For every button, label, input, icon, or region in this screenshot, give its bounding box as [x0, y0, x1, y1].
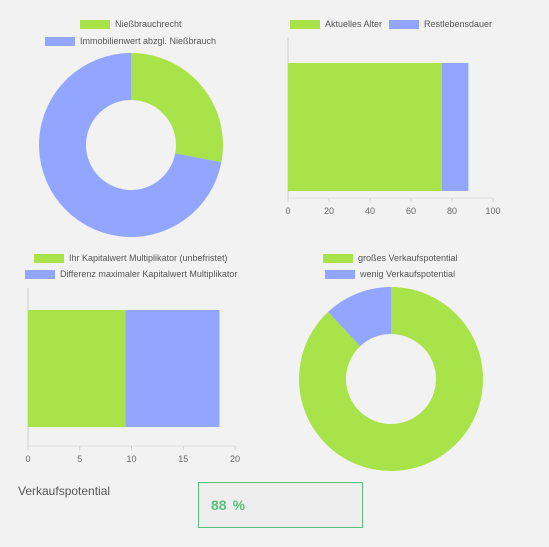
legend-item-aktuelles-alter[interactable]: Aktuelles Alter: [290, 19, 382, 29]
bar-segment[interactable]: [125, 310, 220, 427]
legend-item-differenz[interactable]: Differenz maximaler Kapitalwert Multipli…: [25, 269, 237, 279]
legend-label: Immobilienwert abzgl. Nießbrauch: [80, 36, 217, 46]
doughnut-slice[interactable]: [328, 287, 391, 347]
x-tick-label: 100: [485, 206, 500, 216]
doughnut-slice[interactable]: [38, 53, 222, 237]
legend-label: Ihr Kapitalwert Multiplikator (unbefrist…: [69, 253, 228, 263]
legend-label: Differenz maximaler Kapitalwert Multipli…: [60, 269, 238, 279]
legend-label: Restlebensdauer: [424, 19, 493, 29]
legend-item-grosses[interactable]: großes Verkaufspotential: [323, 253, 458, 263]
legend-swatch-green: [290, 19, 320, 29]
verkaufspotential-caption: Verkaufspotential: [18, 484, 111, 498]
result-unit: %: [232, 497, 246, 513]
legend-swatch-green: [80, 19, 110, 29]
doughnut-slice[interactable]: [299, 287, 483, 471]
x-tick-label: 40: [365, 206, 375, 216]
legend-swatch-blue: [25, 269, 55, 279]
x-tick-label: 0: [25, 454, 30, 464]
x-tick-label: 10: [126, 454, 136, 464]
legend-item-restlebensdauer[interactable]: Restlebensdauer: [389, 19, 492, 29]
legend-swatch-blue: [45, 36, 75, 46]
bar-chart-2: 0 5 10 15 20: [25, 288, 240, 464]
bar-segment[interactable]: [288, 63, 442, 191]
bar-chart-1: 0 20 40 60 80 100: [285, 38, 501, 216]
doughnut-slice[interactable]: [131, 53, 224, 163]
legend-item-wenig[interactable]: wenig Verkaufspotential: [325, 269, 455, 279]
legend-item-immobilienwert[interactable]: Immobilienwert abzgl. Nießbrauch: [45, 36, 216, 46]
x-tick-label: 0: [285, 206, 290, 216]
x-tick-label: 80: [447, 206, 457, 216]
doughnut-chart-2: [299, 287, 483, 471]
legend-item-kapitalwert[interactable]: Ihr Kapitalwert Multiplikator (unbefrist…: [34, 253, 228, 263]
doughnut-chart-1: [38, 53, 224, 237]
result-value: 88: [211, 497, 227, 513]
legend-swatch-blue: [325, 269, 355, 279]
x-tick-label: 20: [230, 454, 240, 464]
legend-label: großes Verkaufspotential: [358, 253, 458, 263]
legend-swatch-green: [323, 253, 353, 263]
legend-swatch-blue: [389, 19, 419, 29]
x-tick-label: 20: [324, 206, 334, 216]
legend-swatch-green: [34, 253, 64, 263]
x-tick-label: 15: [178, 454, 188, 464]
legend-label: Nießbrauchrecht: [115, 19, 182, 29]
x-tick-label: 60: [406, 206, 416, 216]
bar-segment[interactable]: [441, 63, 469, 191]
legend-item-niessbrauchrecht[interactable]: Nießbrauchrecht: [80, 19, 182, 29]
bar-segment[interactable]: [28, 310, 126, 427]
verkaufspotential-result: 88 %: [198, 482, 363, 528]
x-tick-label: 5: [77, 454, 82, 464]
legend-label: Aktuelles Alter: [325, 19, 383, 29]
legend-label: wenig Verkaufspotential: [360, 269, 456, 279]
